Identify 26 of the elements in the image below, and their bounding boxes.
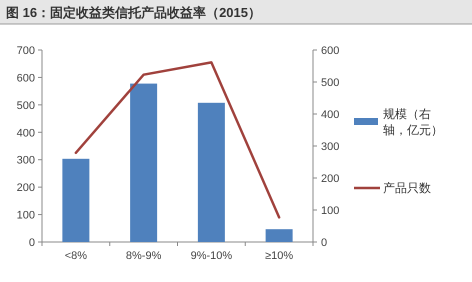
legend-label: 规模（右轴，亿元） xyxy=(383,107,443,137)
y2-tick-label: 100 xyxy=(321,205,340,217)
y-tick-label: 200 xyxy=(16,182,35,194)
y-tick-label: 500 xyxy=(16,100,35,112)
x-tick-label: <8% xyxy=(64,250,88,262)
legend-label: 产品只数 xyxy=(383,181,431,195)
y-tick-label: 600 xyxy=(16,72,35,84)
y2-tick-label: 500 xyxy=(321,77,340,89)
bar xyxy=(266,229,293,242)
y2-tick-label: 0 xyxy=(321,237,328,249)
x-tick-label: 8%-9% xyxy=(126,250,162,262)
x-tick-label: 9%-10% xyxy=(190,250,232,262)
bar xyxy=(198,102,225,242)
y2-tick-label: 300 xyxy=(321,141,340,153)
chart-title: 图 16：固定收益类信托产品收益率（2015） xyxy=(6,5,261,20)
y2-tick-label: 200 xyxy=(321,173,340,185)
y2-tick-label: 600 xyxy=(321,45,340,57)
bar xyxy=(130,84,158,242)
x-tick-label: ≥10% xyxy=(265,250,294,262)
y-tick-label: 400 xyxy=(16,127,35,140)
bar xyxy=(62,158,90,242)
y-tick-label: 0 xyxy=(28,237,35,249)
y-tick-label: 300 xyxy=(16,154,35,167)
y2-tick-label: 400 xyxy=(321,109,340,121)
y-tick-label: 700 xyxy=(16,45,35,57)
y-tick-label: 100 xyxy=(16,210,35,222)
